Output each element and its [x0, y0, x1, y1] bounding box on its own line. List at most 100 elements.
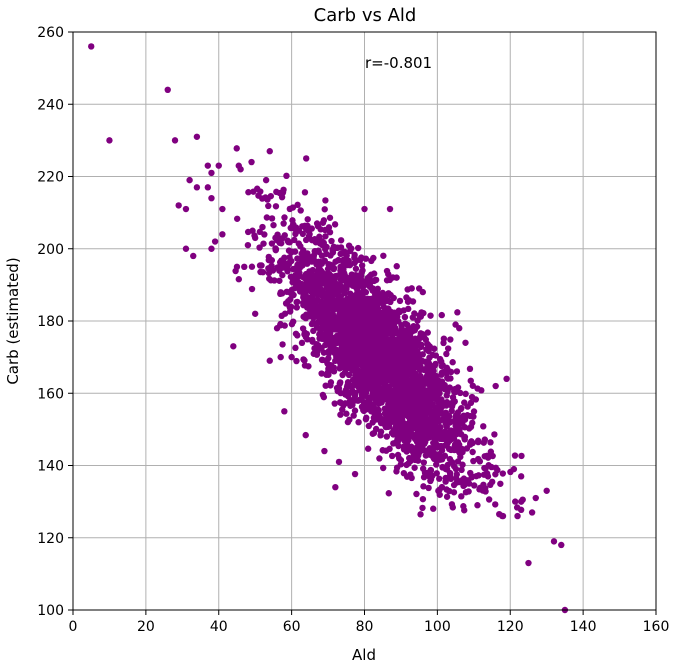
data-point — [517, 473, 525, 480]
data-point — [442, 478, 449, 485]
y-axis-label: Carb (estimated) — [4, 257, 22, 384]
data-point — [436, 451, 443, 458]
data-point — [305, 363, 312, 370]
data-point — [419, 407, 426, 414]
data-point — [305, 233, 313, 240]
data-point — [341, 260, 349, 268]
data-point — [488, 463, 495, 471]
data-point — [325, 274, 333, 282]
data-point — [483, 470, 491, 477]
data-point — [425, 370, 433, 377]
data-point — [384, 417, 392, 425]
data-point — [339, 406, 346, 413]
data-point — [406, 428, 413, 436]
data-point — [287, 273, 295, 280]
data-point — [457, 405, 465, 413]
data-point — [319, 278, 327, 285]
data-point — [403, 392, 410, 399]
data-point — [341, 369, 349, 376]
data-point — [391, 352, 399, 359]
data-point — [266, 357, 273, 364]
data-point — [400, 373, 407, 380]
data-point — [333, 346, 340, 353]
data-point — [291, 284, 299, 292]
data-point — [302, 226, 310, 233]
data-point — [266, 148, 273, 155]
data-point — [424, 363, 431, 370]
data-point — [353, 285, 361, 293]
data-point — [251, 234, 259, 242]
data-point — [413, 377, 420, 385]
data-point — [322, 233, 329, 240]
y-tick-label: 100 — [37, 603, 64, 619]
data-point — [456, 427, 463, 434]
data-point — [268, 215, 276, 222]
data-point — [435, 418, 443, 425]
data-point — [419, 394, 426, 401]
data-point — [384, 384, 391, 391]
y-tick-label: 260 — [37, 25, 64, 41]
axis-ticks: 0 20 40 60 80 100 120 140 160 100 120 140 160 180 200 2… — [37, 25, 669, 635]
data-point — [419, 442, 426, 450]
data-point — [379, 289, 386, 297]
data-point — [499, 470, 507, 477]
data-point — [446, 455, 454, 463]
data-point — [321, 331, 328, 338]
data-point — [461, 481, 468, 488]
data-point — [398, 325, 406, 333]
data-point — [308, 272, 315, 279]
data-point — [411, 456, 419, 464]
data-point — [396, 297, 404, 305]
data-point — [186, 176, 193, 184]
data-point — [461, 507, 468, 514]
data-point — [313, 220, 321, 227]
data-point — [248, 285, 256, 293]
data-point — [219, 231, 226, 238]
data-point — [386, 338, 393, 345]
data-point — [425, 347, 432, 355]
data-point — [389, 322, 396, 330]
data-point — [358, 388, 365, 395]
data-point — [298, 339, 306, 347]
data-point — [450, 388, 458, 395]
data-point — [290, 291, 297, 299]
data-point — [419, 351, 426, 358]
data-point — [388, 452, 396, 460]
data-point — [380, 252, 387, 259]
data-point — [294, 255, 301, 262]
data-point — [295, 272, 303, 280]
data-point — [327, 382, 334, 389]
data-point — [351, 254, 358, 261]
data-point — [292, 344, 299, 352]
data-point — [461, 436, 468, 443]
data-point — [446, 419, 453, 426]
data-point — [385, 343, 392, 350]
data-point — [512, 498, 519, 505]
data-point — [352, 279, 359, 286]
data-point — [257, 188, 264, 195]
data-point — [451, 398, 458, 405]
data-point — [276, 259, 284, 266]
data-point — [447, 336, 454, 343]
data-point — [273, 188, 280, 196]
data-point — [426, 445, 433, 452]
data-point — [467, 469, 474, 477]
data-point — [393, 468, 400, 475]
data-point — [334, 281, 341, 289]
data-point — [171, 137, 179, 144]
data-point — [487, 439, 494, 446]
data-point — [431, 387, 438, 395]
data-point — [497, 480, 504, 487]
data-point — [373, 382, 380, 389]
data-point — [517, 498, 525, 505]
data-point — [315, 265, 323, 272]
data-point — [475, 472, 482, 479]
data-point — [422, 452, 430, 459]
data-point — [464, 412, 471, 419]
data-point — [256, 244, 263, 251]
data-point — [373, 314, 380, 322]
data-point — [211, 238, 219, 245]
data-point — [437, 358, 445, 365]
data-point — [429, 452, 436, 460]
